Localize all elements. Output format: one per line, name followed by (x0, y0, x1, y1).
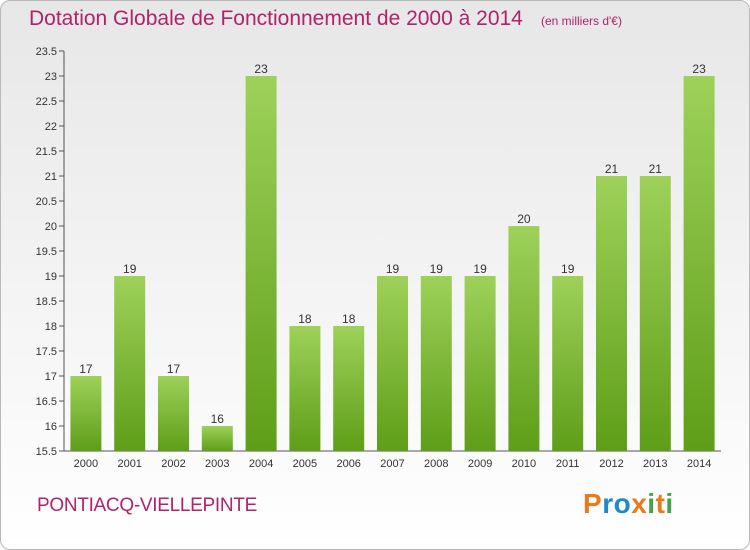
data-label: 19 (386, 262, 400, 276)
y-tick-label: 20.5 (36, 196, 57, 208)
data-label: 18 (342, 312, 356, 326)
x-tick-label: 2013 (643, 458, 667, 470)
data-labels: 17 19 17 16 23 18 18 19 19 19 20 19 21 21 23 (79, 62, 706, 426)
bar (289, 326, 321, 451)
bar-series (70, 76, 715, 451)
y-tick-label: 16.5 (36, 396, 57, 408)
x-tick-label: 2008 (424, 458, 448, 470)
bar (114, 276, 146, 451)
y-tick-label: 22.5 (36, 96, 57, 108)
data-label: 19 (473, 262, 487, 276)
bar (377, 276, 408, 451)
y-tick-label: 21 (45, 171, 57, 183)
bar (508, 226, 540, 451)
x-tick-label: 2014 (687, 458, 711, 470)
y-tick-label: 17 (45, 371, 57, 383)
data-label: 17 (79, 362, 93, 376)
y-tick-label: 18.5 (36, 296, 57, 308)
logo-letter: o (613, 488, 632, 519)
bar (552, 276, 584, 451)
data-label: 16 (211, 412, 225, 426)
bar (333, 326, 365, 451)
y-tick-label: 23 (45, 71, 57, 83)
logo-letter: r (602, 488, 614, 519)
x-tick-label: 2012 (599, 458, 623, 470)
chart-title: Dotation Globale de Fonctionnement de 20… (29, 7, 523, 30)
data-label: 21 (649, 162, 663, 176)
y-tick-label: 22 (45, 121, 57, 133)
x-axis: 2000 2001 2002 2003 2004 2005 2006 2007 2008 2009… (64, 450, 721, 470)
data-label: 23 (692, 62, 706, 76)
bar (683, 76, 715, 451)
data-label: 19 (123, 262, 137, 276)
logo-letter: x (631, 488, 648, 519)
x-tick-label: 2002 (161, 458, 185, 470)
logo-letter: i (647, 488, 656, 519)
y-tick-label: 15.5 (36, 446, 57, 458)
commune-name: PONTIACQ-VIELLEPINTE (37, 495, 257, 516)
data-label: 20 (517, 212, 531, 226)
data-label: 17 (167, 362, 181, 376)
data-label: 19 (561, 262, 575, 276)
data-label: 18 (298, 312, 312, 326)
x-tick-label: 2003 (205, 458, 229, 470)
x-tick-label: 2011 (556, 458, 580, 470)
x-tick-label: 2001 (117, 458, 141, 470)
x-tick-label: 2007 (380, 458, 404, 470)
x-tick-label: 2009 (468, 458, 492, 470)
y-tick-label: 17.5 (36, 346, 57, 358)
bar (596, 176, 627, 451)
logo-letter: t (655, 488, 666, 519)
x-tick-label: 2006 (336, 458, 360, 470)
bar (639, 176, 671, 451)
y-tick-label: 19.5 (36, 246, 57, 258)
bar (158, 376, 189, 451)
y-tick-label: 23.5 (36, 46, 57, 58)
data-label: 23 (254, 62, 268, 76)
logo-letter: P (583, 488, 603, 519)
bar (464, 276, 496, 451)
y-tick-label: 19 (45, 271, 57, 283)
y-tick-label: 21.5 (36, 146, 57, 158)
y-tick-label: 20 (45, 221, 57, 233)
x-tick-label: 2005 (293, 458, 317, 470)
bar (420, 276, 452, 451)
y-tick-label: 18 (45, 321, 57, 333)
bar (201, 426, 233, 451)
x-tick-label: 2010 (512, 458, 536, 470)
bar (70, 376, 102, 451)
data-label: 19 (430, 262, 444, 276)
logo-letter: i (665, 488, 674, 519)
y-axis: 15.5 16 16.5 17 17.5 18 18.5 19 19.5 20 20.5 21 21.5… (36, 46, 65, 458)
y-tick-label: 16 (45, 421, 57, 433)
chart-unit: (en milliers d'€) (541, 14, 622, 28)
x-tick-label: 2000 (74, 458, 98, 470)
bar (245, 76, 277, 451)
proxiti-logo: Proxiti (583, 488, 674, 520)
x-tick-label: 2004 (249, 458, 273, 470)
data-label: 21 (605, 162, 619, 176)
